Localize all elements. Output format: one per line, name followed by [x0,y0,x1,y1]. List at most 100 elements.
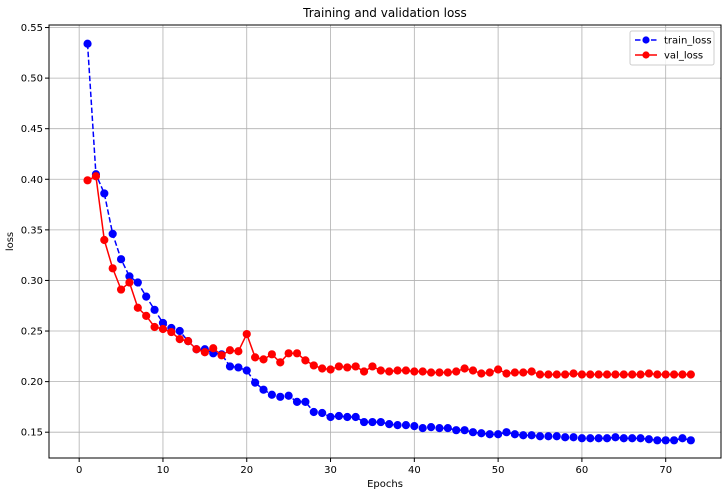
val_loss-point [251,353,260,362]
train_loss-point [418,424,427,433]
train_loss-point [468,428,478,437]
grid-lines [49,25,721,458]
train_loss-point [552,432,561,441]
val_loss-point [318,364,327,373]
val_loss-point [418,367,427,376]
val_loss-point [142,311,151,320]
train_loss-point [351,412,360,422]
x-tick-label: 40 [408,465,421,476]
val_loss-point [209,344,218,353]
y-tick-label: 0.35 [21,225,43,236]
legend-marker-train_loss [642,36,650,44]
train_loss-point [334,411,344,421]
train_loss-point [561,433,570,442]
val_loss-point [435,368,444,377]
train_loss-point [502,428,511,437]
y-tick-label: 0.45 [21,124,43,135]
train_loss-point [653,436,662,445]
val_loss-point [351,362,360,371]
val_loss-point [544,370,553,379]
axis-ticks: 0 10 20 30 40 50 60 70 0.15 0.20 0.25 0.30 0.35 0.40 0… [21,23,672,476]
train_loss-point [594,434,603,443]
val_loss-point [376,366,385,375]
train_loss-point [225,362,235,371]
val_loss-point [334,362,344,371]
val_loss-point [133,303,142,312]
val_loss-point [527,367,536,376]
val_loss-point [477,369,486,378]
val_loss-point [125,278,134,287]
val_loss-point [561,370,570,379]
chart-title: Training and validation loss [302,6,467,20]
legend: train_loss val_loss [629,30,715,66]
val_loss-point [602,370,612,379]
val_loss-point [368,362,377,371]
train_loss-point [234,363,243,372]
train_loss-point [535,432,545,441]
val_loss-point [519,368,528,377]
train_loss-point [519,431,528,440]
val_loss-point [267,350,276,359]
train_loss-point [175,326,184,336]
legend-label-train_loss: train_loss [664,36,712,47]
val_loss-point [259,355,268,364]
val_loss-point [577,370,587,379]
train_loss-point [393,421,402,430]
val_loss-point [108,264,117,273]
val_loss-point [309,361,318,370]
train_loss-point [267,390,276,399]
train_loss-point [292,397,302,406]
val_loss-point [167,327,176,337]
val_loss-point [485,368,494,377]
val_loss-point [217,351,226,360]
val_loss-point [83,176,92,185]
train_loss-point [452,426,461,435]
train_loss-point [577,434,587,443]
val_loss-point [460,364,469,373]
y-tick-label: 0.55 [21,23,43,34]
train_loss-point [259,385,268,394]
x-tick-label: 70 [659,465,672,476]
train_loss-point [318,408,327,418]
train_loss-point [142,292,151,301]
x-axis-label: Epochs [367,479,403,490]
train_loss-point [443,424,452,433]
val_loss-point [410,367,419,376]
x-tick-label: 30 [324,465,337,476]
train_loss-point [116,255,126,264]
x-tick-label: 60 [576,465,589,476]
train_loss-point [678,434,687,443]
val_loss-point [234,347,243,356]
val_loss-point [385,367,394,376]
val_loss-point [242,329,251,339]
train_loss-point [619,434,628,443]
val_loss-point [91,172,101,181]
plot-frame [48,24,722,459]
train_loss-point [544,432,553,441]
val_loss-point [443,368,452,377]
val_loss-point [502,369,511,378]
val_loss-point [225,346,235,355]
train_loss-point [661,436,670,445]
train_loss-point [385,420,394,429]
x-tick-label: 20 [240,465,253,476]
val_loss-point [653,370,662,379]
train_loss-point [510,430,519,439]
val_loss-point [158,324,168,334]
val_loss-point [494,365,503,374]
train_loss-point [83,39,92,48]
train_loss-point [276,392,285,401]
train_loss-point [301,397,310,406]
x-tick-label: 0 [76,465,82,476]
val_loss-point [686,370,695,379]
y-tick-label: 0.15 [21,428,43,439]
train_loss-point [284,391,293,400]
y-tick-label: 0.20 [21,377,43,388]
train_loss-point [669,436,679,445]
val_loss-point [611,370,620,379]
val_loss-point [426,368,436,377]
y-tick-label: 0.25 [21,327,43,338]
val_loss-point [100,235,109,245]
